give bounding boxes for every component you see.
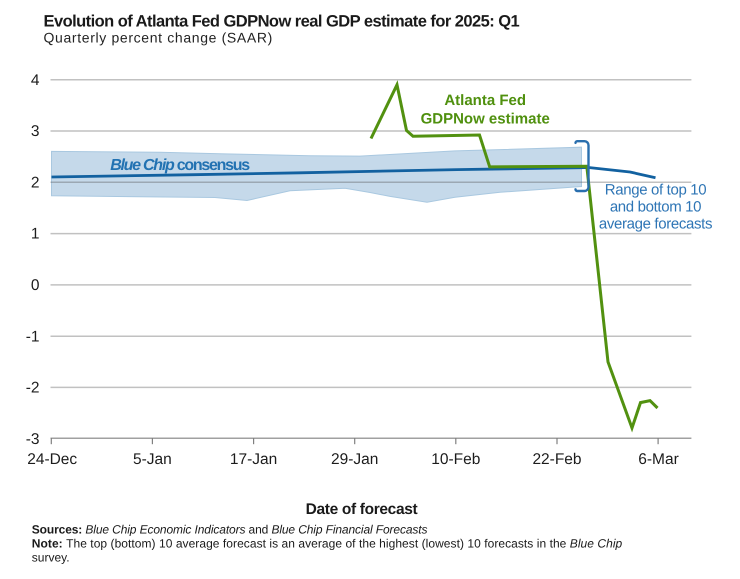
svg-text:17-Jan: 17-Jan <box>230 451 277 468</box>
svg-text:and bottom 10: and bottom 10 <box>610 199 701 216</box>
svg-text:-1: -1 <box>26 328 40 345</box>
svg-text:Atlanta Fed: Atlanta Fed <box>444 92 526 109</box>
svg-text:Date of forecast: Date of forecast <box>306 501 418 518</box>
svg-text:29-Jan: 29-Jan <box>331 451 378 468</box>
svg-text:-2: -2 <box>26 380 40 397</box>
svg-text:GDPNow estimate: GDPNow estimate <box>421 111 550 128</box>
svg-text:2: 2 <box>31 174 40 191</box>
svg-text:1: 1 <box>31 226 40 243</box>
svg-text:3: 3 <box>31 123 40 140</box>
svg-text:10-Feb: 10-Feb <box>431 451 480 468</box>
svg-text:average forecasts: average forecasts <box>599 216 712 233</box>
svg-text:6-Mar: 6-Mar <box>638 451 678 468</box>
svg-text:Evolution of Atlanta Fed GDPNo: Evolution of Atlanta Fed GDPNow real GDP… <box>44 12 520 30</box>
svg-text:24-Dec: 24-Dec <box>27 451 77 468</box>
svg-text:Quarterly percent change (SAAR: Quarterly percent change (SAAR) <box>44 30 273 46</box>
svg-text:Blue Chip consensus: Blue Chip consensus <box>110 157 250 174</box>
svg-text:0: 0 <box>31 277 40 294</box>
svg-text:Note: The top (bottom) 10 aver: Note: The top (bottom) 10 average foreca… <box>32 537 623 551</box>
svg-text:22-Feb: 22-Feb <box>532 451 581 468</box>
svg-text:survey.: survey. <box>32 550 70 564</box>
svg-text:4: 4 <box>31 72 40 89</box>
svg-text:-3: -3 <box>26 431 40 448</box>
svg-text:Sources: Blue Chip Economic In: Sources: Blue Chip Economic Indicators a… <box>32 522 428 536</box>
svg-text:5-Jan: 5-Jan <box>133 451 172 468</box>
svg-text:Range of top 10: Range of top 10 <box>605 181 707 198</box>
